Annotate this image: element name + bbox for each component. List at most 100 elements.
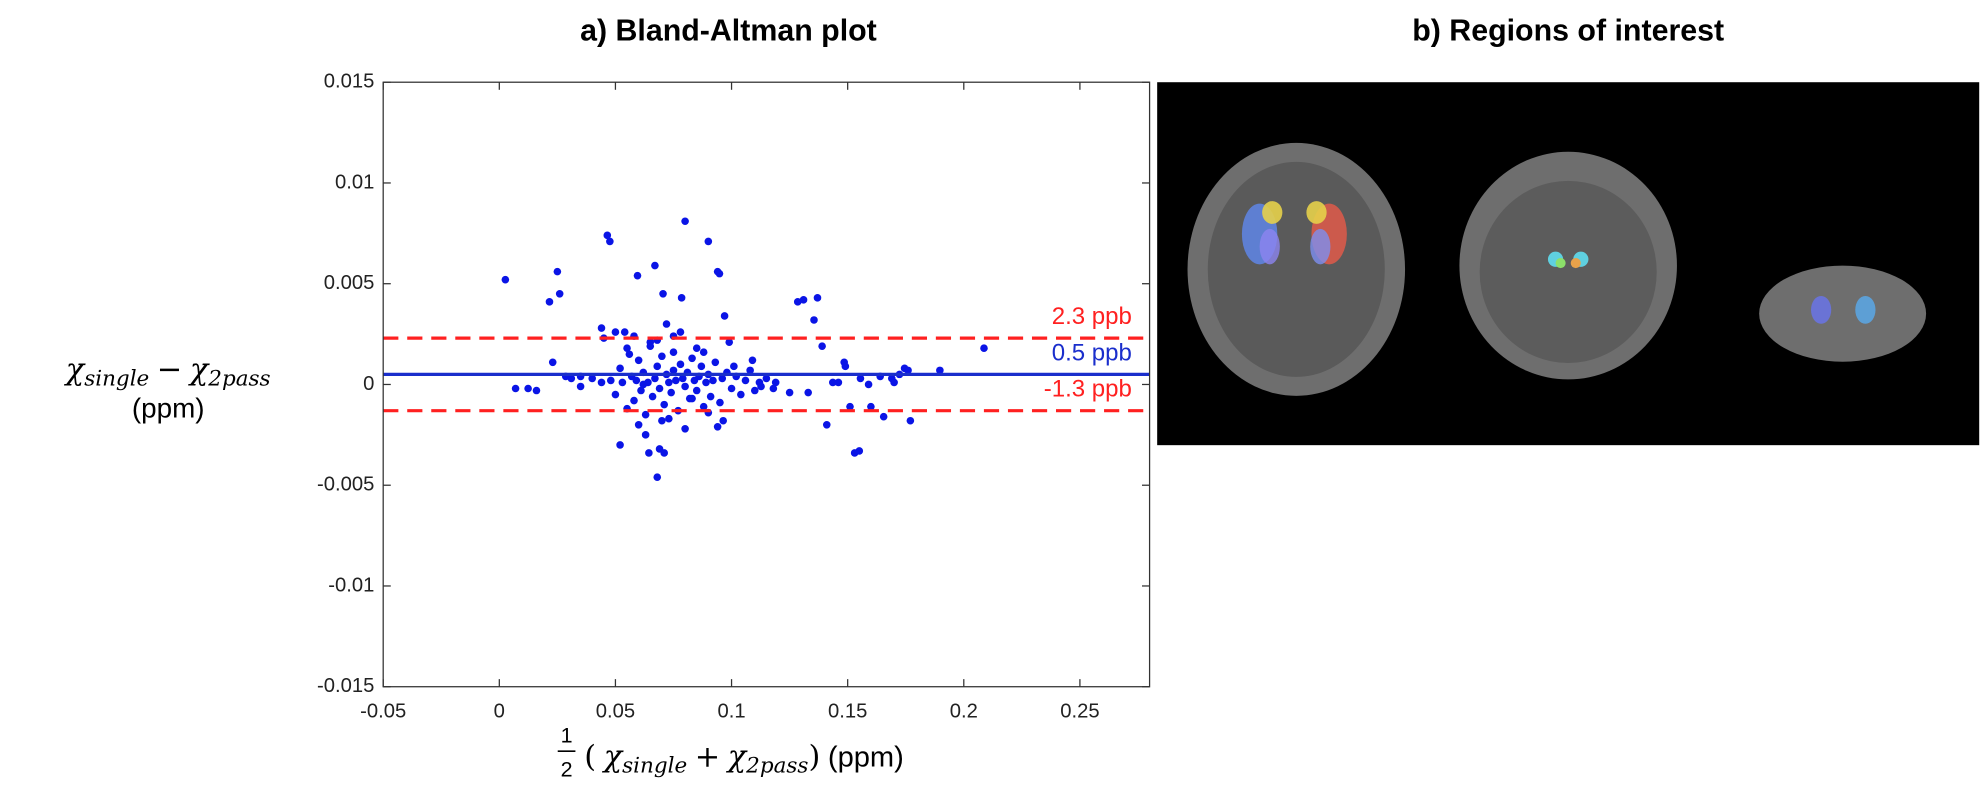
point [623, 344, 631, 352]
point [553, 267, 562, 276]
y-tick-label: 0.005 [324, 272, 375, 294]
point [716, 398, 724, 407]
point [762, 374, 771, 383]
point [681, 217, 689, 226]
point [785, 388, 794, 397]
point [603, 231, 612, 240]
point [669, 366, 678, 375]
point [855, 447, 864, 455]
x-tick-label: 0.25 [1060, 700, 1099, 722]
point [867, 402, 875, 411]
point [548, 358, 557, 367]
point [651, 261, 659, 270]
point [737, 390, 745, 399]
point [645, 449, 653, 457]
point [713, 422, 722, 431]
point [804, 388, 812, 397]
roi [1570, 258, 1581, 269]
point [810, 316, 818, 324]
x-tick-label: 0.15 [828, 700, 867, 722]
point [706, 392, 715, 401]
point [725, 338, 734, 346]
brain-slice [1759, 265, 1927, 362]
point [634, 356, 643, 365]
symbol: χ [602, 739, 624, 774]
y-axis-unit: (ppm) [132, 392, 205, 423]
x-tick-label: -0.05 [360, 700, 406, 722]
point [611, 328, 620, 336]
point [685, 394, 694, 403]
point [748, 356, 757, 365]
point [669, 348, 678, 357]
point [644, 378, 652, 387]
point [634, 420, 643, 429]
brain-texture [1479, 180, 1657, 363]
point [688, 354, 696, 363]
point [501, 275, 510, 284]
point [667, 388, 675, 397]
point [632, 376, 641, 385]
point [620, 328, 629, 336]
point [699, 348, 708, 357]
point [856, 374, 865, 383]
x-axis-label: (χsingle + χ2pass) (ppm) [584, 739, 904, 778]
point [637, 386, 645, 395]
point [618, 378, 627, 387]
point [864, 380, 873, 389]
roi [1811, 295, 1832, 324]
point [660, 400, 668, 409]
point [616, 441, 624, 449]
paren: ) [808, 739, 820, 774]
operator: + [695, 739, 720, 774]
roi [1262, 201, 1283, 224]
fraction-numerator: 1 [561, 723, 573, 747]
point [576, 382, 585, 391]
point [750, 386, 759, 395]
point [727, 384, 736, 393]
y-tick-label: -0.015 [317, 675, 374, 697]
point [616, 364, 624, 373]
point [692, 386, 701, 395]
roi [1306, 201, 1327, 224]
symbol: χ [726, 739, 748, 774]
point [511, 384, 520, 393]
point [659, 289, 667, 298]
symbol: χ [64, 352, 86, 387]
point [633, 271, 642, 280]
point [678, 374, 687, 383]
point [822, 420, 831, 429]
point [641, 431, 650, 439]
point [755, 378, 764, 387]
point [704, 237, 713, 246]
point [746, 366, 754, 375]
panel-title: b) Regions of interest [1412, 14, 1724, 47]
paren: ( [584, 739, 596, 774]
point [655, 384, 664, 393]
reference-label: 0.5 ppb [1052, 339, 1132, 366]
point [646, 338, 655, 346]
point [718, 374, 727, 383]
point [677, 294, 686, 302]
point [813, 294, 822, 302]
reference-label: -1.3 ppb [1044, 376, 1132, 403]
point [730, 362, 738, 371]
x-tick-label: 0 [494, 700, 505, 722]
point [879, 412, 888, 421]
point [720, 312, 729, 320]
point [799, 296, 808, 304]
point [936, 366, 944, 375]
subscript: 2pass [207, 367, 270, 392]
roi [1555, 258, 1566, 269]
symbol: χ [188, 352, 210, 387]
point [841, 362, 850, 371]
point [567, 374, 576, 383]
x-tick-label: 0.2 [950, 700, 978, 722]
point [793, 298, 802, 306]
point [906, 416, 915, 425]
point [818, 342, 826, 350]
roi [1259, 228, 1280, 265]
point [653, 473, 662, 481]
point [665, 378, 673, 387]
